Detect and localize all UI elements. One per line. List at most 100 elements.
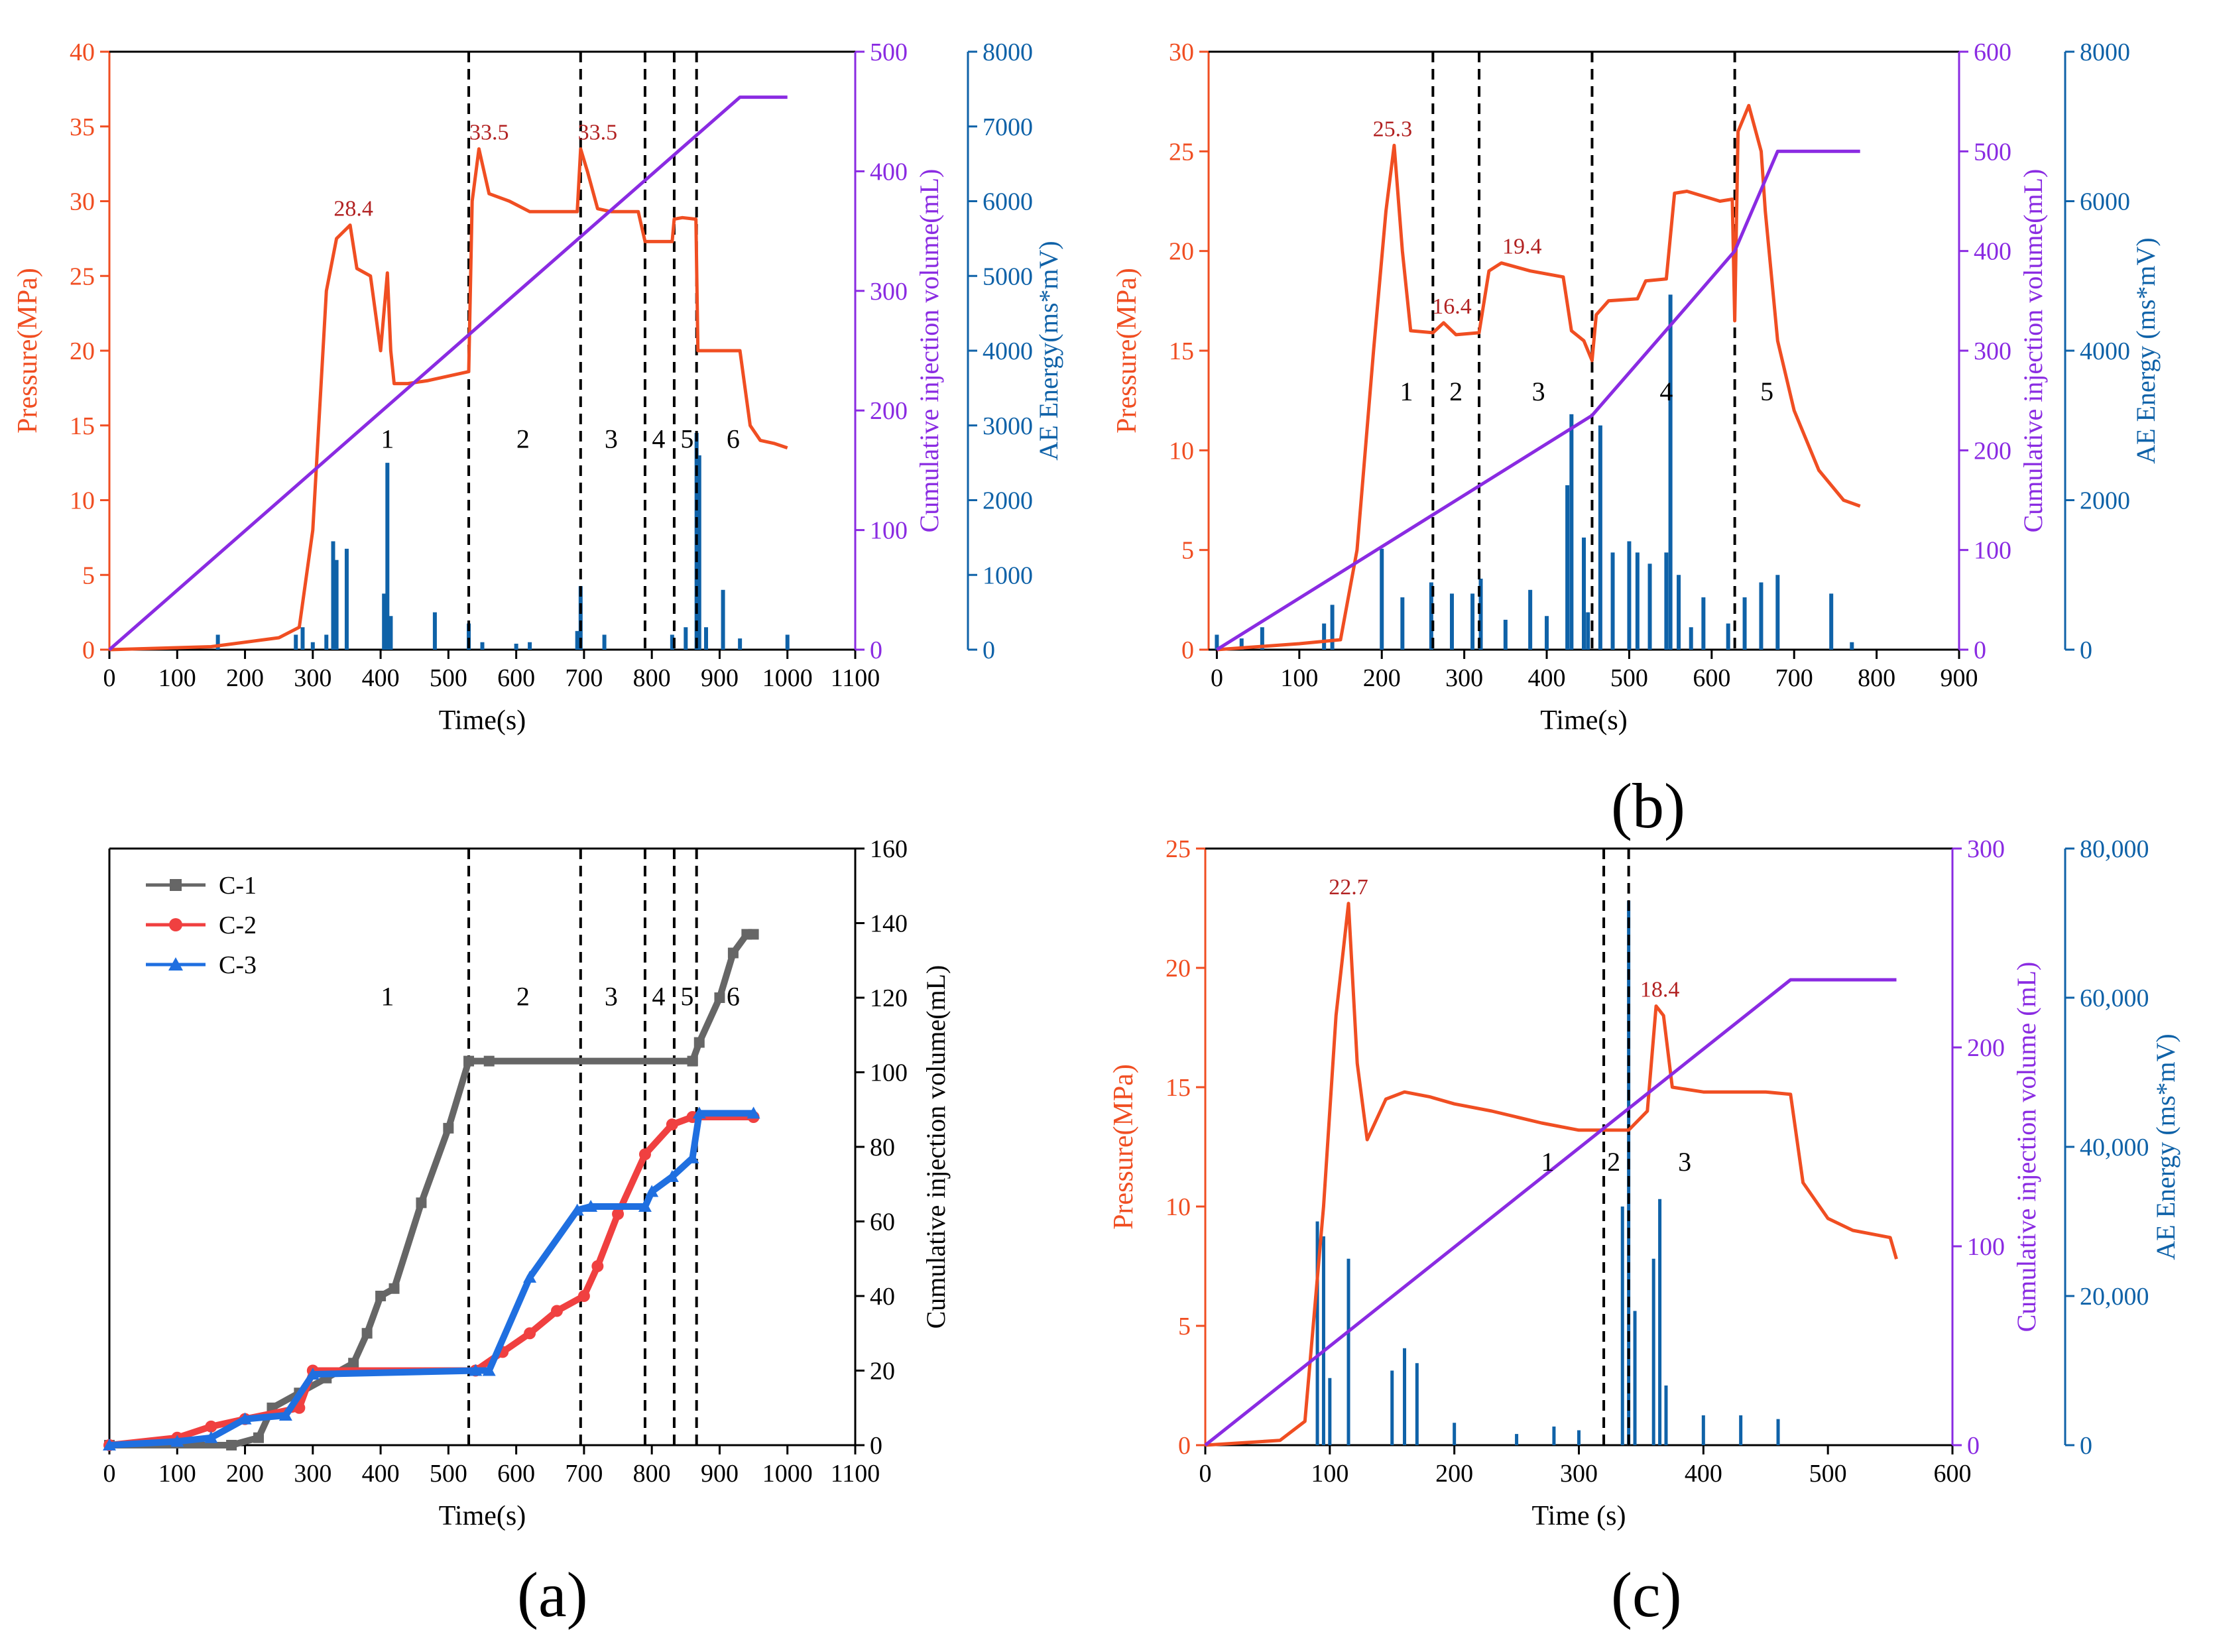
- x-tick-label: 1100: [831, 664, 880, 692]
- c3-marker: [170, 1435, 184, 1447]
- x-tick-label: 100: [1311, 1460, 1348, 1488]
- figure-label-c: (c): [1611, 1559, 1682, 1630]
- x-tick-label: 500: [430, 664, 467, 692]
- ae-energy-bar: [1582, 537, 1586, 650]
- legend-marker: [170, 879, 182, 891]
- y-right2-tick-label: 7000: [983, 113, 1033, 141]
- y-left-tick-label: 40: [70, 38, 95, 66]
- x-tick-label: 700: [1775, 664, 1813, 692]
- stage-label: 2: [1607, 1147, 1620, 1177]
- c3-marker: [638, 1200, 652, 1212]
- legend-label: C-2: [219, 912, 257, 939]
- y-right1-tick-label: 100: [870, 517, 908, 545]
- c2-marker: [205, 1420, 217, 1433]
- c1-marker: [361, 1328, 373, 1339]
- y-right2-tick-label: 5000: [983, 263, 1033, 290]
- x-axis-label: Time(s): [439, 1501, 526, 1531]
- peak-value-label: 33.5: [578, 121, 618, 145]
- y-right1-tick-label: 100: [870, 1059, 908, 1087]
- c1-marker: [375, 1291, 387, 1301]
- y-right1-tick-label: 200: [1967, 1034, 2005, 1062]
- y-right2-tick-label: 40,000: [2080, 1134, 2149, 1161]
- ae-energy-bar: [1829, 593, 1834, 650]
- y-right1-tick-label: 140: [870, 910, 908, 938]
- x-tick-label: 400: [1685, 1460, 1722, 1488]
- x-axis-label: Time(s): [439, 705, 526, 736]
- x-tick-label: 300: [294, 1460, 331, 1488]
- y-right2-tick-label: 1000: [983, 561, 1033, 589]
- c3-marker: [238, 1412, 252, 1425]
- ae-energy-bar: [684, 627, 688, 650]
- ae-energy-bar: [578, 586, 583, 650]
- y-left-tick-label: 5: [1181, 537, 1194, 565]
- y-left-tick-label: 10: [1166, 1193, 1191, 1221]
- x-tick-label: 300: [1445, 664, 1483, 692]
- y-right1-tick-label: 200: [1974, 437, 2011, 465]
- y-right2-tick-label: 0: [983, 636, 995, 664]
- y-right2-axis-label: AE Energy (ms*mV): [2151, 1033, 2181, 1260]
- ae-energy-bar: [1260, 627, 1264, 650]
- y-right2-tick-label: 3000: [983, 412, 1033, 440]
- c3-marker: [570, 1203, 584, 1216]
- c3-marker: [482, 1364, 496, 1376]
- c1-marker: [348, 1358, 359, 1369]
- y-left-tick-label: 20: [1169, 238, 1194, 266]
- c1-marker: [714, 992, 725, 1003]
- y-right2-tick-label: 4000: [2080, 337, 2130, 365]
- ae-energy-bar: [432, 612, 437, 650]
- series-line-cumulative-injection-volume: [1216, 149, 1860, 652]
- stage-label: 5: [680, 981, 693, 1011]
- c3-marker: [665, 1170, 679, 1182]
- x-tick-label: 700: [565, 1460, 603, 1488]
- series-line-pressure: [1205, 902, 1898, 1447]
- y-left-axis-label: Pressure(MPa): [1108, 1064, 1139, 1230]
- x-tick-label: 800: [1858, 664, 1895, 692]
- c3-marker: [692, 1106, 706, 1119]
- y-right1-tick-label: 300: [1974, 337, 2011, 365]
- y-left-tick-label: 25: [1166, 835, 1191, 863]
- y-right1-tick-label: 160: [870, 835, 908, 863]
- y-right1-axis-label: Cumulative injection volume(mL): [914, 169, 944, 533]
- y-right2-tick-label: 20,000: [2080, 1283, 2149, 1311]
- series-line-c-3: [109, 1110, 754, 1448]
- x-tick-label: 400: [362, 1460, 400, 1488]
- c1-marker: [483, 1055, 495, 1067]
- legend-label: C-3: [219, 951, 257, 979]
- y-right2-tick-label: 6000: [983, 188, 1033, 216]
- y-right2-tick-label: 2000: [983, 487, 1033, 515]
- ae-energy-bar: [602, 634, 607, 650]
- peak-value-label: 25.3: [1373, 117, 1413, 141]
- x-tick-label: 900: [701, 1460, 739, 1488]
- ae-energy-bar: [1668, 294, 1673, 650]
- c3-marker: [469, 1364, 483, 1376]
- x-tick-label: 400: [362, 664, 400, 692]
- ae-energy-bar: [1776, 1419, 1780, 1445]
- y-left-tick-label: 15: [70, 412, 95, 440]
- y-left-tick-label: 20: [1166, 955, 1191, 982]
- y-right2-tick-label: 8000: [983, 38, 1033, 66]
- ae-energy-bar: [300, 627, 305, 650]
- y-right2-tick-label: 80,000: [2080, 835, 2149, 863]
- c3-marker: [204, 1431, 218, 1443]
- x-tick-label: 1100: [831, 1460, 880, 1488]
- y-left-tick-label: 0: [82, 636, 95, 664]
- ae-energy-bar: [1565, 485, 1570, 650]
- ae-energy-bar: [1503, 619, 1508, 650]
- y-right2-axis-label: AE Energy(ms*mV): [1034, 241, 1063, 460]
- ae-energy-bar: [514, 643, 518, 650]
- peak-value-label: 28.4: [333, 197, 373, 221]
- ae-energy-bar: [1403, 1348, 1407, 1445]
- ae-energy-bar: [1620, 1207, 1624, 1445]
- ae-energy-bar: [670, 634, 674, 650]
- y-left-tick-label: 10: [1169, 437, 1194, 465]
- y-right1-tick-label: 20: [870, 1358, 895, 1386]
- y-left-tick-label: 0: [1181, 636, 1194, 664]
- ae-energy-bar: [697, 455, 701, 650]
- ae-energy-bar: [1677, 575, 1681, 650]
- c3-marker: [584, 1200, 598, 1212]
- ae-energy-bar: [1850, 642, 1854, 650]
- c3-marker: [523, 1270, 537, 1283]
- y-right2-tick-label: 60,000: [2080, 984, 2149, 1012]
- y-left-tick-label: 35: [70, 113, 95, 141]
